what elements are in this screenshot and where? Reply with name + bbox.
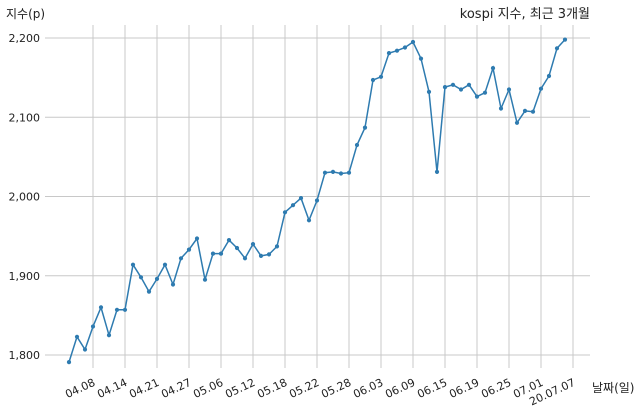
x-tick-label: 04.21 xyxy=(127,376,161,401)
data-point xyxy=(402,45,408,50)
y-tick-label: 1,900 xyxy=(9,270,41,283)
data-point xyxy=(330,169,336,174)
data-point xyxy=(162,262,168,267)
data-point xyxy=(466,82,472,87)
data-point xyxy=(90,324,96,329)
data-point xyxy=(410,39,416,45)
data-point xyxy=(514,120,520,125)
x-tick-label: 04.27 xyxy=(159,376,193,401)
data-point xyxy=(450,82,456,87)
data-point xyxy=(338,171,344,176)
data-point xyxy=(170,282,176,287)
data-point xyxy=(218,251,224,256)
data-point xyxy=(458,87,464,92)
y-tick-label: 1,800 xyxy=(9,349,41,362)
data-point xyxy=(506,87,512,92)
x-tick-label: 06.19 xyxy=(447,376,481,401)
data-point xyxy=(474,94,480,99)
x-tick-label: 04.08 xyxy=(63,376,97,401)
data-point xyxy=(194,236,200,241)
data-point xyxy=(106,333,112,338)
x-tick-label: 06.03 xyxy=(351,376,385,401)
x-tick-label: 05.22 xyxy=(287,376,321,401)
y-axis-label: 지수(p) xyxy=(6,7,45,21)
x-tick-label: 06.15 xyxy=(415,376,449,401)
data-point xyxy=(242,256,248,261)
data-point xyxy=(530,109,536,114)
data-point xyxy=(114,307,120,312)
data-point xyxy=(282,210,288,215)
grid xyxy=(45,25,590,368)
data-point xyxy=(210,251,216,256)
data-point xyxy=(482,90,488,95)
data-point xyxy=(138,275,144,280)
data-point xyxy=(186,247,192,252)
x-tick-label: 06.09 xyxy=(383,376,417,401)
data-point xyxy=(554,46,560,51)
data-point xyxy=(354,142,360,148)
data-point xyxy=(298,196,304,201)
x-tick-label: 06.25 xyxy=(479,376,513,401)
data-point xyxy=(202,277,208,282)
data-point xyxy=(306,218,312,223)
data-point xyxy=(74,334,80,339)
x-tick-label: 05.18 xyxy=(255,376,289,401)
x-tick-label: 05.28 xyxy=(319,376,353,401)
data-point xyxy=(146,289,152,294)
data-point xyxy=(562,37,568,42)
data-point xyxy=(426,89,432,94)
data-point xyxy=(122,307,128,312)
data-point xyxy=(178,256,184,261)
data-point xyxy=(490,66,496,71)
data-point xyxy=(522,108,528,113)
x-tick-labels: 04.0804.1404.2104.2705.0605.1205.1805.22… xyxy=(63,376,577,408)
data-point xyxy=(130,262,136,267)
data-point xyxy=(498,106,504,111)
data-point xyxy=(154,276,160,281)
data-points xyxy=(66,37,568,365)
y-tick-label: 2,200 xyxy=(9,32,41,45)
data-point xyxy=(266,252,272,257)
y-tick-labels: 1,800 1,900 2,000 2,100 2,200 xyxy=(9,32,41,362)
data-point xyxy=(346,170,352,175)
data-point xyxy=(434,169,440,174)
data-point xyxy=(66,360,72,365)
data-point xyxy=(98,305,104,310)
x-tick-label: 05.06 xyxy=(191,376,225,401)
y-tick-label: 2,000 xyxy=(9,191,41,204)
y-tick-label: 2,100 xyxy=(9,111,41,124)
x-tick-label: 05.12 xyxy=(223,376,257,401)
data-point xyxy=(250,242,256,247)
data-point xyxy=(370,77,376,83)
data-point xyxy=(274,244,280,249)
data-point xyxy=(82,347,88,352)
chart-title: kospi 지수, 최근 3개월 xyxy=(460,7,590,22)
data-point xyxy=(442,85,448,90)
data-point xyxy=(234,245,240,251)
data-point xyxy=(546,73,552,79)
data-point xyxy=(394,48,400,53)
data-point xyxy=(418,56,424,61)
data-point xyxy=(322,170,328,175)
x-tick-label: 04.14 xyxy=(95,376,129,401)
data-point xyxy=(386,51,392,56)
x-axis-label: 날짜(일) xyxy=(592,381,634,395)
data-point xyxy=(314,198,320,203)
data-point xyxy=(538,86,544,91)
data-point xyxy=(378,74,384,79)
data-point xyxy=(362,125,368,130)
data-point xyxy=(290,203,296,208)
data-point xyxy=(258,253,264,258)
data-point xyxy=(226,238,232,243)
